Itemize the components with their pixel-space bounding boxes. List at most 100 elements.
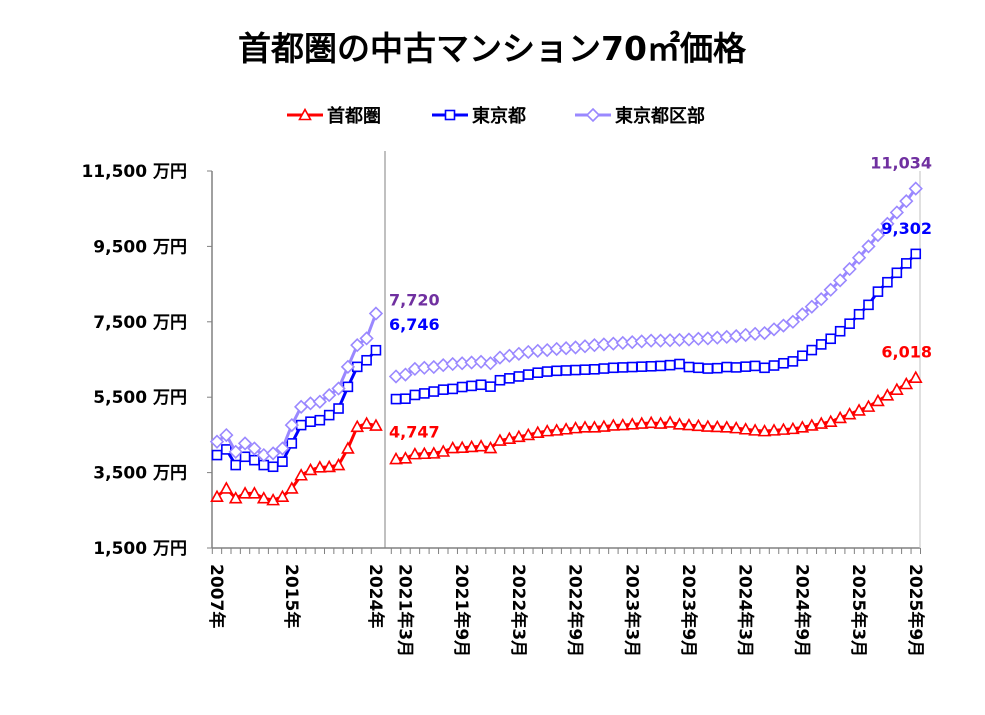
annual-ku-end-label: 7,720 xyxy=(389,291,440,310)
monthly-tokyo-point xyxy=(570,364,581,376)
monthly-ku-point xyxy=(814,292,829,307)
monthly-tokyo-point xyxy=(882,276,893,288)
monthly-tokyo-point xyxy=(740,361,751,372)
monthly-ku-point xyxy=(388,369,404,384)
monthly-shutoken-point xyxy=(587,420,602,433)
monthly-tokyo-point xyxy=(797,350,808,362)
axes: 1,500 万円 3,500 万円 5,500 万円 7,500 万円 9,500 万円… xyxy=(81,151,926,657)
monthly-shutoken-point xyxy=(445,440,460,454)
monthly-shutoken-point xyxy=(426,446,441,459)
annual-shutoken-point xyxy=(238,486,252,499)
x-tick-label: 2024年9月 xyxy=(791,564,812,657)
monthly-tokyo-point xyxy=(560,365,572,376)
monthly-tokyo-point xyxy=(664,359,676,371)
monthly-shutoken-point xyxy=(663,415,677,428)
monthly-tokyo-point xyxy=(541,366,553,377)
monthly-ku-point xyxy=(766,322,782,337)
monthly-tokyo-point xyxy=(636,361,648,372)
data-labels: 4,747 6,746 7,720 6,018 9,302 11,034 xyxy=(389,154,932,442)
monthly-tokyo-point xyxy=(825,333,837,345)
monthly-tokyo-point xyxy=(475,379,487,391)
legend-square-icon xyxy=(444,109,456,121)
monthly-shutoken-point xyxy=(729,420,744,434)
monthly-shutoken-point xyxy=(653,416,668,429)
monthly-tokyo-point xyxy=(749,360,761,372)
monthly-ku-point xyxy=(804,299,819,314)
monthly-shutoken-point xyxy=(568,420,583,434)
monthly-shutoken-point xyxy=(606,418,621,431)
monthly-shutoken-point xyxy=(757,423,772,437)
monthly-shutoken-point xyxy=(700,419,715,432)
monthly-shutoken-point xyxy=(540,423,555,437)
x-tick-label: 2007年 xyxy=(206,564,227,628)
legend: 首都圏 東京都 東京都区部 xyxy=(287,105,705,127)
monthly-ku-point xyxy=(795,307,810,322)
annual-ku-point xyxy=(209,434,225,449)
x-tick-label: 2025年9月 xyxy=(905,564,926,657)
monthly-tokyo-point xyxy=(428,386,440,397)
annual-tokyo-point xyxy=(342,381,354,393)
y-tick-label: 7,500 万円 xyxy=(93,313,187,333)
annual-tokyo-point xyxy=(286,438,298,449)
monthly-ku-end-label: 11,034 xyxy=(870,154,932,173)
monthly-tokyo-point xyxy=(551,365,562,377)
monthly-shutoken-point xyxy=(578,420,592,433)
x-tick-label: 2025年3月 xyxy=(848,564,869,657)
annual-shutoken-point xyxy=(210,489,224,503)
x-tick-label: 2024年3月 xyxy=(735,564,756,657)
series-layer xyxy=(209,181,923,506)
monthly-ku-point xyxy=(889,205,904,220)
monthly-shutoken-point xyxy=(823,414,838,428)
annual-tokyo-point xyxy=(323,409,335,421)
monthly-ku-point xyxy=(776,318,791,333)
annual-shutoken-point xyxy=(219,481,234,494)
annual-shutoken-point xyxy=(294,468,309,481)
monthly-shutoken-point xyxy=(521,427,536,441)
annual-ku-point xyxy=(275,441,290,456)
monthly-ku-point xyxy=(426,359,441,375)
legend-tokyo-label: 東京都 xyxy=(472,105,526,127)
monthly-tokyo-point xyxy=(437,384,449,395)
annual-tokyo-point xyxy=(370,344,382,356)
monthly-tokyo-point xyxy=(466,380,477,392)
annual-shutoken-point xyxy=(228,491,243,504)
monthly-ku-point xyxy=(880,216,895,231)
monthly-ku-point xyxy=(502,348,517,363)
monthly-tokyo-point xyxy=(617,362,629,373)
monthly-ku-point xyxy=(483,356,498,371)
monthly-shutoken-point xyxy=(493,433,507,446)
monthly-shutoken-point xyxy=(719,420,734,433)
monthly-tokyo-point xyxy=(702,363,714,374)
monthly-shutoken-point xyxy=(502,431,517,444)
annual-tokyo-point xyxy=(211,449,223,461)
annual-tokyo-point xyxy=(221,444,232,455)
monthly-shutoken-point xyxy=(464,439,479,453)
monthly-tokyo-point xyxy=(721,361,733,373)
monthly-shutoken-point xyxy=(899,376,914,390)
annual-ku-point xyxy=(265,446,281,461)
monthly-tokyo-point xyxy=(853,308,865,320)
x-tick-label: 2021年9月 xyxy=(451,564,472,657)
monthly-shutoken-point xyxy=(710,419,725,433)
monthly-shutoken-point xyxy=(455,440,470,454)
annual-tokyo-point xyxy=(305,416,316,428)
monthly-shutoken-point xyxy=(483,440,498,454)
monthly-tokyo-point xyxy=(645,360,657,372)
monthly-tokyo-point xyxy=(485,381,496,392)
annual-tokyo-point xyxy=(277,456,288,467)
monthly-tokyo-point xyxy=(815,339,827,350)
monthly-shutoken-point xyxy=(417,446,432,460)
monthly-tokyo-point xyxy=(390,393,402,405)
annual-shutoken-point xyxy=(331,457,346,471)
monthly-tokyo-point xyxy=(513,371,525,382)
monthly-shutoken-point xyxy=(644,415,659,429)
monthly-shutoken-point xyxy=(842,407,857,420)
annual-shutoken-point xyxy=(359,416,374,429)
monthly-shutoken-point xyxy=(738,422,753,435)
legend-shutoken-label: 首都圏 xyxy=(327,105,381,127)
monthly-shutoken-point xyxy=(767,423,781,436)
annual-tokyo-point xyxy=(267,461,279,473)
x-tick-label: 2015年 xyxy=(281,564,302,628)
